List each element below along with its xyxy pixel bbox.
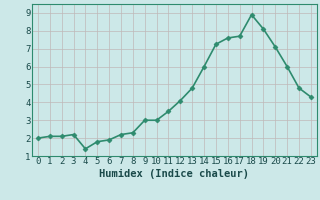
X-axis label: Humidex (Indice chaleur): Humidex (Indice chaleur) bbox=[100, 169, 249, 179]
